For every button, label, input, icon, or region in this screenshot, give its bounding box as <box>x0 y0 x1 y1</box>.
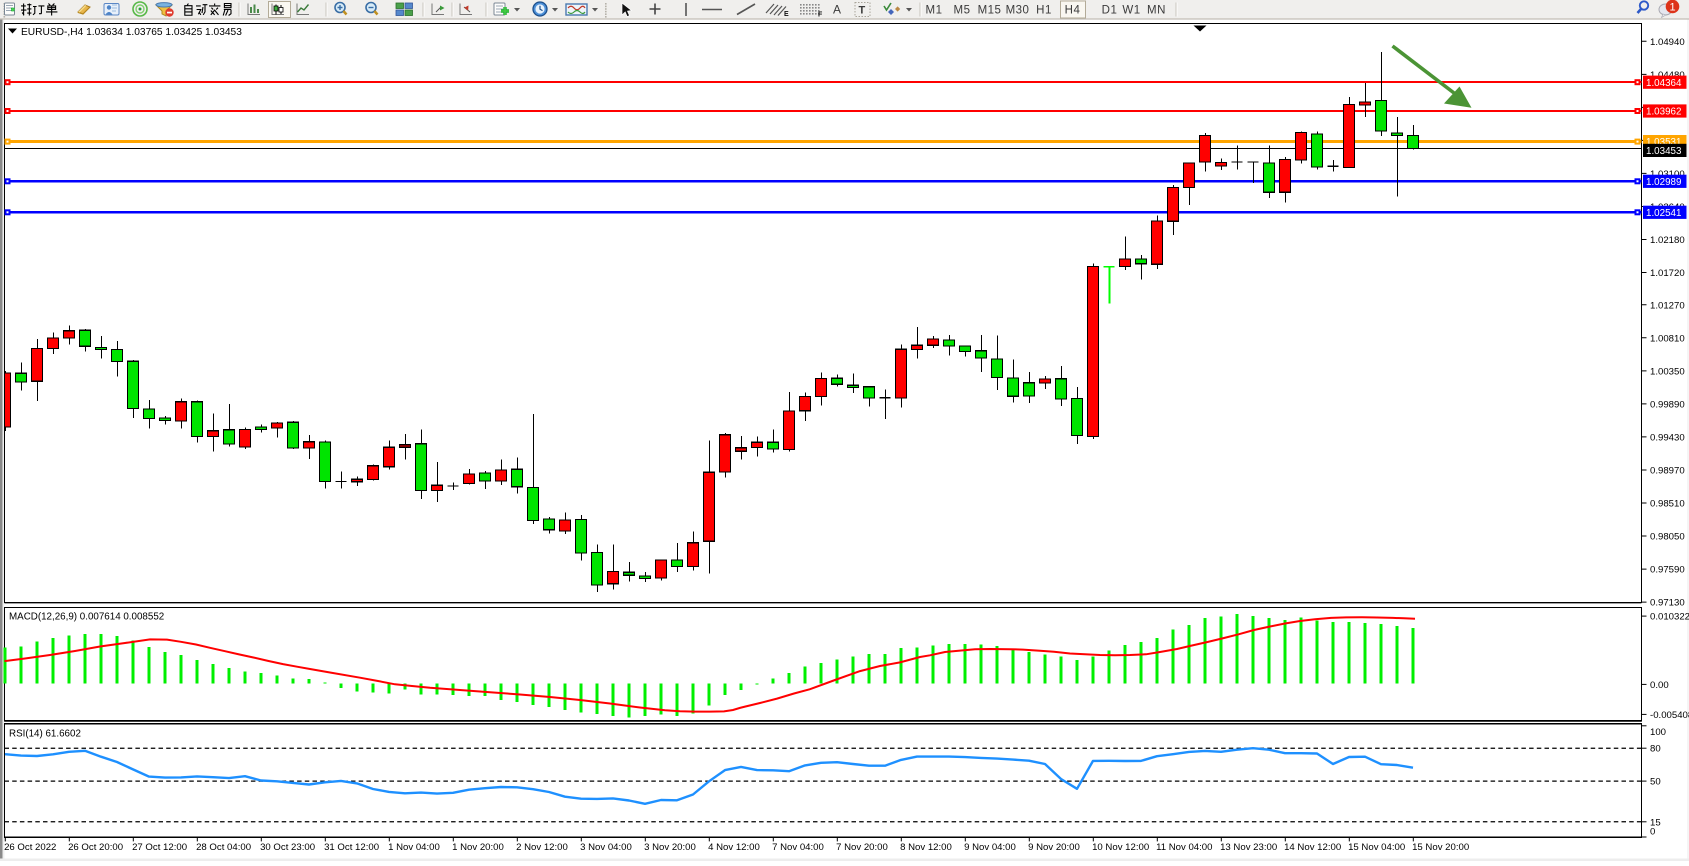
svg-text:1.01720: 1.01720 <box>1650 268 1685 279</box>
svg-text:0.98970: 0.98970 <box>1650 466 1685 477</box>
svg-text:1.01270: 1.01270 <box>1650 300 1685 311</box>
svg-text:26 Oct 20:00: 26 Oct 20:00 <box>68 842 123 853</box>
svg-text:13 Nov 23:00: 13 Nov 23:00 <box>1220 842 1277 853</box>
svg-text:3 Nov 20:00: 3 Nov 20:00 <box>644 842 696 853</box>
svg-text:7 Nov 20:00: 7 Nov 20:00 <box>836 842 888 853</box>
svg-text:A: A <box>833 3 841 17</box>
svg-text:1.04480: 1.04480 <box>1650 70 1685 81</box>
svg-text:MN: MN <box>1147 5 1166 17</box>
svg-text:1: 1 <box>1669 2 1675 14</box>
svg-text:15 Nov 04:00: 15 Nov 04:00 <box>1348 842 1405 853</box>
svg-text:0.99430: 0.99430 <box>1650 432 1685 443</box>
svg-text:0.010322: 0.010322 <box>1650 612 1689 623</box>
svg-text:1.04364: 1.04364 <box>1646 78 1682 89</box>
svg-text:15: 15 <box>1650 817 1661 828</box>
svg-text:EURUSD-,H4 1.03634 1.03765 1.: EURUSD-,H4 1.03634 1.03765 1.03425 1.034… <box>21 27 242 38</box>
svg-text:W1: W1 <box>1122 5 1140 17</box>
svg-text:E: E <box>784 11 789 18</box>
svg-text:1.00810: 1.00810 <box>1650 333 1685 344</box>
svg-text:1.02541: 1.02541 <box>1646 208 1681 219</box>
svg-text:M1: M1 <box>926 5 943 17</box>
svg-text:M15: M15 <box>978 5 1002 17</box>
svg-text:4 Nov 12:00: 4 Nov 12:00 <box>708 842 760 853</box>
svg-text:8 Nov 12:00: 8 Nov 12:00 <box>900 842 952 853</box>
svg-text:D1: D1 <box>1102 5 1118 17</box>
svg-text:0: 0 <box>1650 827 1655 838</box>
svg-text:0.97130: 0.97130 <box>1650 598 1685 609</box>
svg-text:1.03531: 1.03531 <box>1646 137 1681 148</box>
svg-text:0.00: 0.00 <box>1650 680 1669 691</box>
svg-text:1.04940: 1.04940 <box>1650 37 1685 48</box>
svg-text:27 Oct 12:00: 27 Oct 12:00 <box>132 842 187 853</box>
svg-text:M30: M30 <box>1006 5 1030 17</box>
svg-text:RSI(14) 61.6602: RSI(14) 61.6602 <box>9 729 81 740</box>
svg-text:0.98510: 0.98510 <box>1650 499 1685 510</box>
svg-text:M5: M5 <box>954 5 971 17</box>
svg-text:-0.005408: -0.005408 <box>1650 710 1689 721</box>
svg-text:2 Nov 12:00: 2 Nov 12:00 <box>516 842 568 853</box>
svg-text:15 Nov 20:00: 15 Nov 20:00 <box>1412 842 1469 853</box>
svg-text:3 Nov 04:00: 3 Nov 04:00 <box>580 842 632 853</box>
svg-text:28 Oct 04:00: 28 Oct 04:00 <box>196 842 251 853</box>
svg-text:1.03962: 1.03962 <box>1646 107 1681 118</box>
svg-text:1.03100: 1.03100 <box>1650 169 1685 180</box>
svg-text:0.98050: 0.98050 <box>1650 532 1685 543</box>
svg-text:100: 100 <box>1650 727 1666 738</box>
svg-text:1.02989: 1.02989 <box>1646 177 1681 188</box>
svg-text:50: 50 <box>1650 777 1661 788</box>
svg-text:H4: H4 <box>1065 5 1081 17</box>
svg-text:31 Oct 12:00: 31 Oct 12:00 <box>324 842 379 853</box>
svg-text:14 Nov 12:00: 14 Nov 12:00 <box>1284 842 1341 853</box>
svg-text:26 Oct 2022: 26 Oct 2022 <box>4 842 56 853</box>
svg-text:1.03453: 1.03453 <box>1646 146 1682 157</box>
svg-text:1 Nov 04:00: 1 Nov 04:00 <box>388 842 440 853</box>
svg-text:H1: H1 <box>1036 5 1052 17</box>
svg-text:9 Nov 04:00: 9 Nov 04:00 <box>964 842 1016 853</box>
svg-text:T: T <box>859 5 866 17</box>
svg-text:F: F <box>818 12 823 19</box>
svg-text:1 Nov 20:00: 1 Nov 20:00 <box>452 842 504 853</box>
svg-text:0.99890: 0.99890 <box>1650 399 1685 410</box>
svg-text:MACD(12,26,9) 0.007614 0.00855: MACD(12,26,9) 0.007614 0.008552 <box>9 612 164 623</box>
svg-text:1.02180: 1.02180 <box>1650 235 1685 246</box>
svg-text:30 Oct 23:00: 30 Oct 23:00 <box>260 842 315 853</box>
svg-text:7 Nov 04:00: 7 Nov 04:00 <box>772 842 824 853</box>
svg-text:0.97590: 0.97590 <box>1650 565 1685 576</box>
svg-text:1.00350: 1.00350 <box>1650 366 1685 377</box>
svg-text:80: 80 <box>1650 744 1661 755</box>
svg-text:10 Nov 12:00: 10 Nov 12:00 <box>1092 842 1149 853</box>
svg-text:9 Nov 20:00: 9 Nov 20:00 <box>1028 842 1080 853</box>
svg-text:11 Nov 04:00: 11 Nov 04:00 <box>1156 842 1212 853</box>
